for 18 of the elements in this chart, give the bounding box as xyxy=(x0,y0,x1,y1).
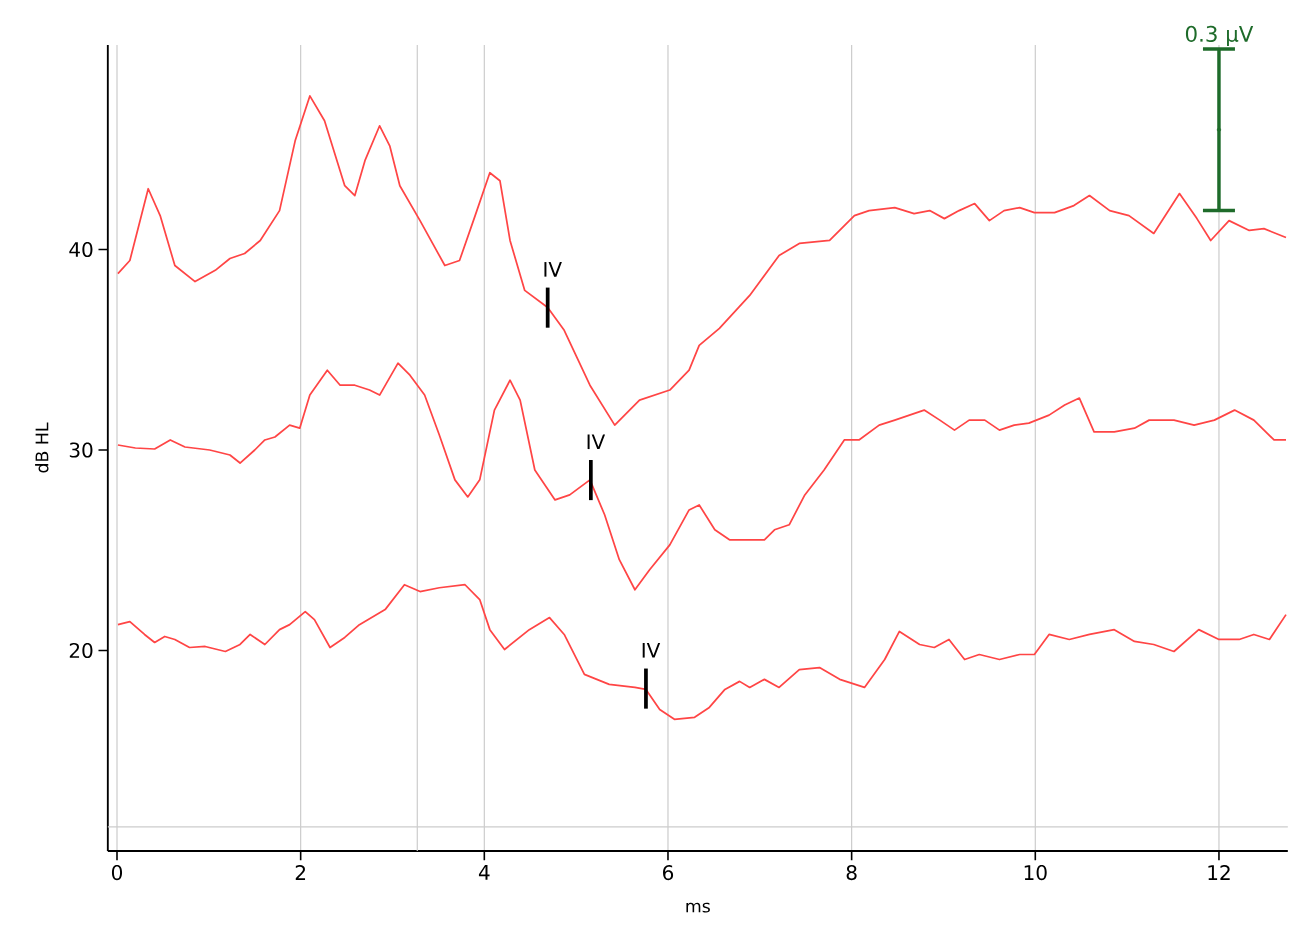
x-tick-label: 2 xyxy=(295,865,306,880)
x-axis-title: ms xyxy=(686,902,710,913)
line-series xyxy=(117,95,1287,426)
x-tick-label: 4 xyxy=(478,865,490,880)
x-tick-label: 8 xyxy=(846,865,857,881)
annotation: IV xyxy=(587,434,606,450)
annotation: 0.3 µV xyxy=(1185,25,1254,47)
line-series xyxy=(117,583,1287,721)
y-axis-title: dB HL xyxy=(35,422,49,473)
x-tick-label: 10 xyxy=(1024,865,1047,881)
annotation: IV xyxy=(544,262,562,277)
x-tick-label: 12 xyxy=(1208,865,1230,880)
x-tick-label: 0 xyxy=(111,865,123,881)
x-tick-label: 6 xyxy=(663,865,674,881)
annotation: IV xyxy=(642,643,661,658)
y-tick-label: 40 xyxy=(69,241,93,258)
y-tick-label: 30 xyxy=(69,442,93,458)
y-tick-label: 20 xyxy=(69,642,93,659)
